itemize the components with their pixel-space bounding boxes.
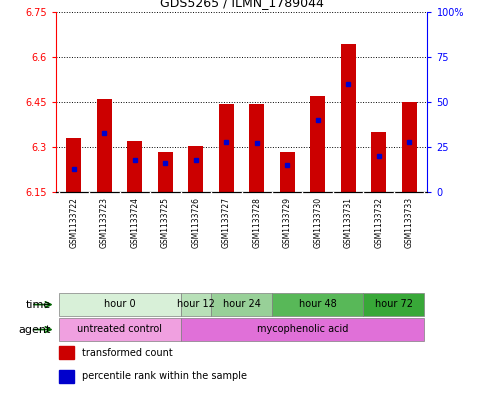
Bar [363,293,425,316]
Text: agent: agent [18,325,51,334]
Text: GSM1133732: GSM1133732 [374,197,383,248]
Text: hour 48: hour 48 [299,299,337,309]
Bar [211,293,272,316]
Bar [371,132,386,192]
Bar [249,104,264,192]
Bar [59,370,74,383]
Bar [272,293,363,316]
Bar [97,99,112,192]
Text: GSM1133723: GSM1133723 [100,197,109,248]
Text: GSM1133731: GSM1133731 [344,197,353,248]
Bar [58,318,181,341]
Text: GSM1133727: GSM1133727 [222,197,231,248]
Bar [127,141,142,192]
Text: GSM1133724: GSM1133724 [130,197,139,248]
Bar [157,152,173,192]
Bar [66,138,82,192]
Bar [401,102,417,192]
Bar [280,152,295,192]
Bar [219,104,234,192]
Bar [310,96,326,192]
Text: GSM1133729: GSM1133729 [283,197,292,248]
Text: GSM1133726: GSM1133726 [191,197,200,248]
Text: percentile rank within the sample: percentile rank within the sample [82,371,247,381]
Text: hour 72: hour 72 [375,299,413,309]
Text: transformed count: transformed count [82,348,172,358]
Text: time: time [26,299,51,310]
Bar [59,346,74,360]
Text: GSM1133730: GSM1133730 [313,197,322,248]
Bar [188,145,203,192]
Text: GSM1133725: GSM1133725 [161,197,170,248]
Title: GDS5265 / ILMN_1789044: GDS5265 / ILMN_1789044 [159,0,324,9]
Text: GSM1133722: GSM1133722 [70,197,78,248]
Text: mycophenolic acid: mycophenolic acid [257,324,348,334]
Text: untreated control: untreated control [77,324,162,334]
Text: hour 0: hour 0 [104,299,135,309]
Bar [181,293,211,316]
Text: hour 24: hour 24 [223,299,260,309]
Text: GSM1133733: GSM1133733 [405,197,413,248]
Bar [181,318,425,341]
Bar [341,44,356,192]
Text: hour 12: hour 12 [177,299,215,309]
Text: GSM1133728: GSM1133728 [252,197,261,248]
Bar [58,293,181,316]
